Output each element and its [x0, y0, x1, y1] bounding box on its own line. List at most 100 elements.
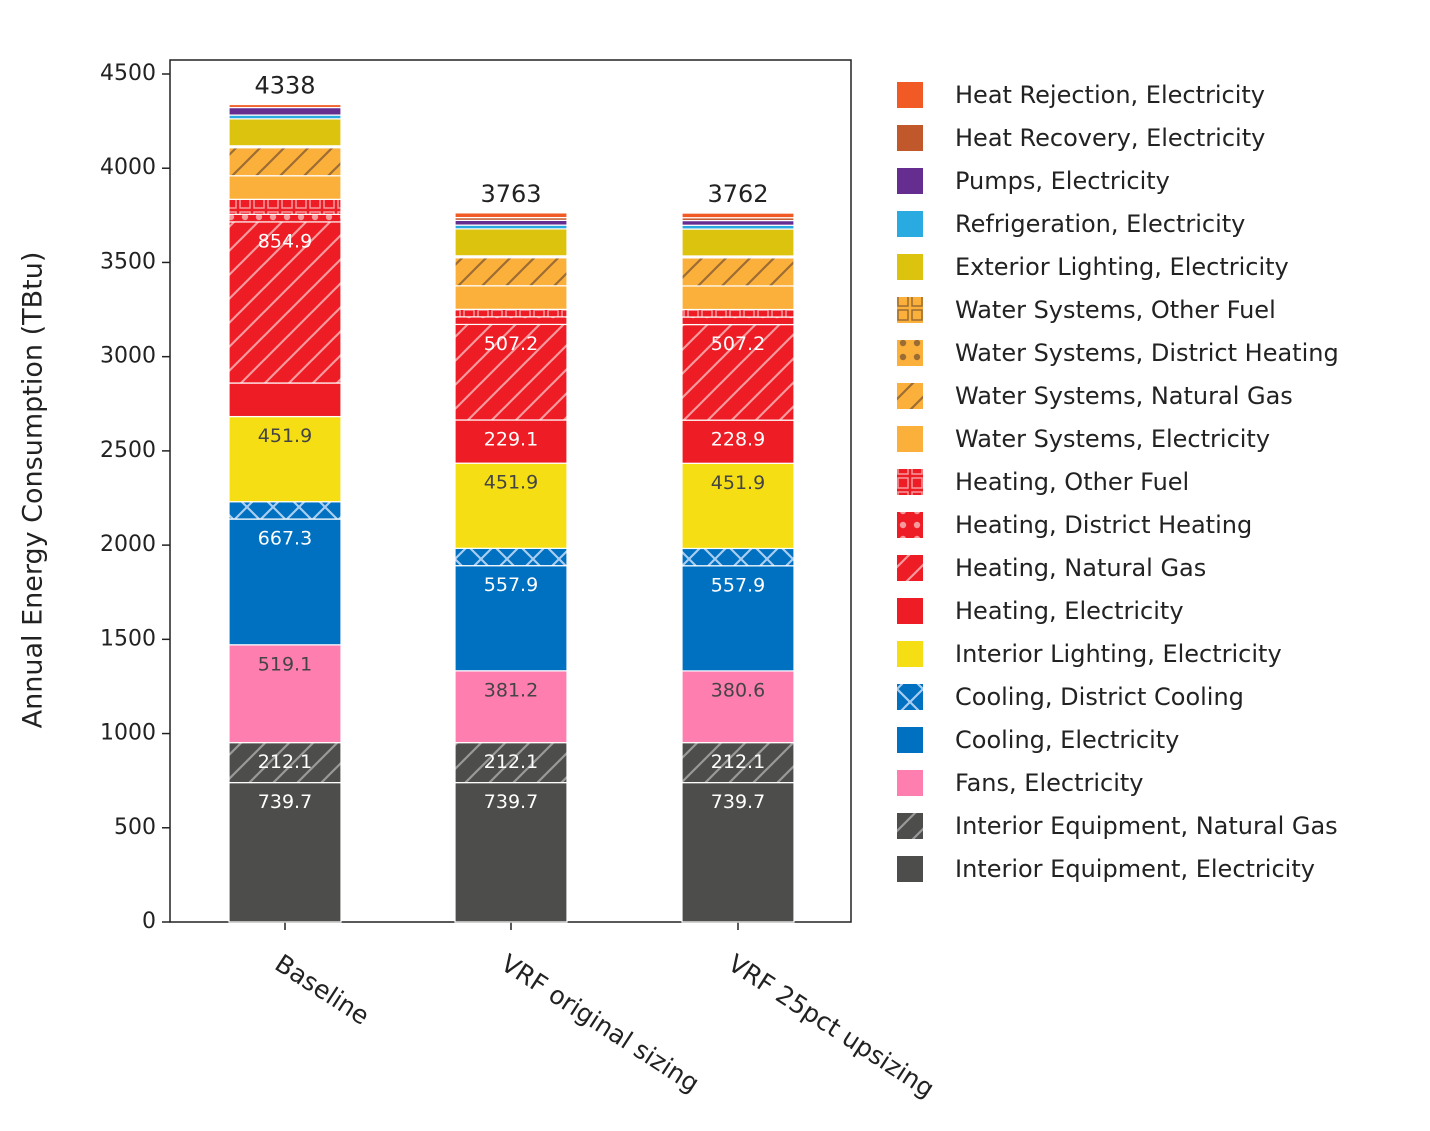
- bar-segment: [228, 742, 342, 784]
- legend-marker: [897, 340, 923, 366]
- bar-segment: [681, 257, 795, 287]
- value-label: 507.2: [711, 333, 765, 355]
- legend-label: Heating, Natural Gas: [955, 554, 1206, 582]
- value-label: 451.9: [258, 425, 312, 447]
- legend-marker: [897, 254, 923, 280]
- bar-segment: [681, 316, 795, 326]
- value-label: 228.9: [711, 429, 765, 451]
- legend-label: Heating, Electricity: [955, 597, 1184, 625]
- y-tick-label: 2500: [100, 438, 156, 463]
- bar-segment: [454, 308, 568, 318]
- value-label: 212.1: [484, 751, 538, 773]
- bar-segment: [228, 782, 342, 923]
- bar-segment: [228, 518, 342, 646]
- y-tick-label: 4000: [100, 155, 156, 180]
- value-label: 381.2: [484, 679, 538, 701]
- value-label: 229.1: [484, 429, 538, 451]
- bar-segment: [228, 118, 342, 147]
- value-label: 739.7: [711, 791, 765, 813]
- legend-marker: [897, 168, 923, 194]
- bar-segment: [454, 316, 568, 326]
- total-label: 3763: [480, 180, 541, 208]
- y-tick-label: 2000: [100, 532, 156, 557]
- bar-segment: [681, 742, 795, 784]
- y-tick-label: 0: [142, 909, 156, 934]
- legend-label: Heat Recovery, Electricity: [955, 124, 1265, 152]
- y-tick-label: 500: [114, 815, 156, 840]
- bar-segment: [454, 212, 568, 219]
- legend-label: Interior Equipment, Natural Gas: [955, 812, 1338, 840]
- bar-segment: [681, 323, 795, 421]
- legend-marker: [897, 512, 923, 538]
- legend-label: Water Systems, Electricity: [955, 425, 1270, 453]
- legend-label: Cooling, District Cooling: [955, 683, 1244, 711]
- legend-label: Fans, Electricity: [955, 769, 1144, 797]
- total-label: 4338: [254, 72, 315, 100]
- bar-segment: [228, 213, 342, 223]
- legend-label: Heating, District Heating: [955, 511, 1252, 539]
- value-label: 212.1: [711, 751, 765, 773]
- legend-label: Refrigeration, Electricity: [955, 210, 1245, 238]
- bar-segment: [228, 198, 342, 215]
- bar-segment: [681, 462, 795, 550]
- bar-segment: [454, 257, 568, 287]
- value-label: 451.9: [711, 472, 765, 494]
- y-tick-label: 3500: [100, 249, 156, 274]
- legend-label: Interior Lighting, Electricity: [955, 640, 1282, 668]
- legend-marker: [897, 856, 923, 882]
- legend-marker: [897, 770, 923, 796]
- value-label: 519.1: [258, 653, 312, 675]
- y-tick-label: 1000: [100, 721, 156, 746]
- legend-label: Heat Rejection, Electricity: [955, 81, 1265, 109]
- legend-marker: [897, 641, 923, 667]
- y-tick-label: 1500: [100, 626, 156, 651]
- legend-label: Water Systems, Natural Gas: [955, 382, 1293, 410]
- legend-label: Water Systems, Other Fuel: [955, 296, 1276, 324]
- legend-label: Cooling, Electricity: [955, 726, 1179, 754]
- bar-segment: [454, 228, 568, 257]
- legend-marker: [897, 684, 923, 710]
- value-label: 507.2: [484, 333, 538, 355]
- total-label: 3762: [707, 180, 768, 208]
- legend-label: Water Systems, District Heating: [955, 339, 1339, 367]
- legend-marker: [897, 211, 923, 237]
- legend-marker: [897, 383, 923, 409]
- bar-segment: [228, 147, 342, 177]
- legend-marker: [897, 82, 923, 108]
- legend-label: Exterior Lighting, Electricity: [955, 253, 1289, 281]
- y-axis-label: Annual Energy Consumption (TBtu): [18, 252, 49, 729]
- bar-segment: [681, 219, 795, 226]
- bar-segment: [228, 382, 342, 418]
- value-label: 557.9: [484, 574, 538, 596]
- bar-segment: [681, 782, 795, 923]
- bar-segment: [681, 565, 795, 672]
- bar-segment: [454, 547, 568, 567]
- legend-marker: [897, 125, 923, 151]
- bar-segment: [454, 462, 568, 549]
- bar-segment: [228, 644, 342, 744]
- x-tick-label: VRF 25pct upsizing: [723, 949, 940, 1104]
- value-label: 212.1: [258, 751, 312, 773]
- legend-marker: [897, 297, 923, 323]
- bar-segment: [454, 670, 568, 744]
- value-label: 667.3: [258, 528, 312, 550]
- bar-segment: [228, 103, 342, 109]
- value-label: 739.7: [484, 791, 538, 813]
- bar-segment: [454, 285, 568, 310]
- y-tick-label: 3000: [100, 344, 156, 369]
- x-tick-label: VRF original sizing: [496, 949, 705, 1099]
- legend-marker: [897, 598, 923, 624]
- bar-segment: [454, 323, 568, 421]
- legend-marker: [897, 727, 923, 753]
- x-tick-label: Baseline: [270, 949, 375, 1031]
- legend-marker: [897, 426, 923, 452]
- value-label: 854.9: [258, 230, 312, 252]
- legend-label: Interior Equipment, Electricity: [955, 855, 1315, 883]
- legend-label: Heating, Other Fuel: [955, 468, 1189, 496]
- bar-segment: [454, 782, 568, 923]
- value-label: 380.6: [711, 679, 765, 701]
- bar-segment: [454, 565, 568, 672]
- value-label: 739.7: [258, 791, 312, 813]
